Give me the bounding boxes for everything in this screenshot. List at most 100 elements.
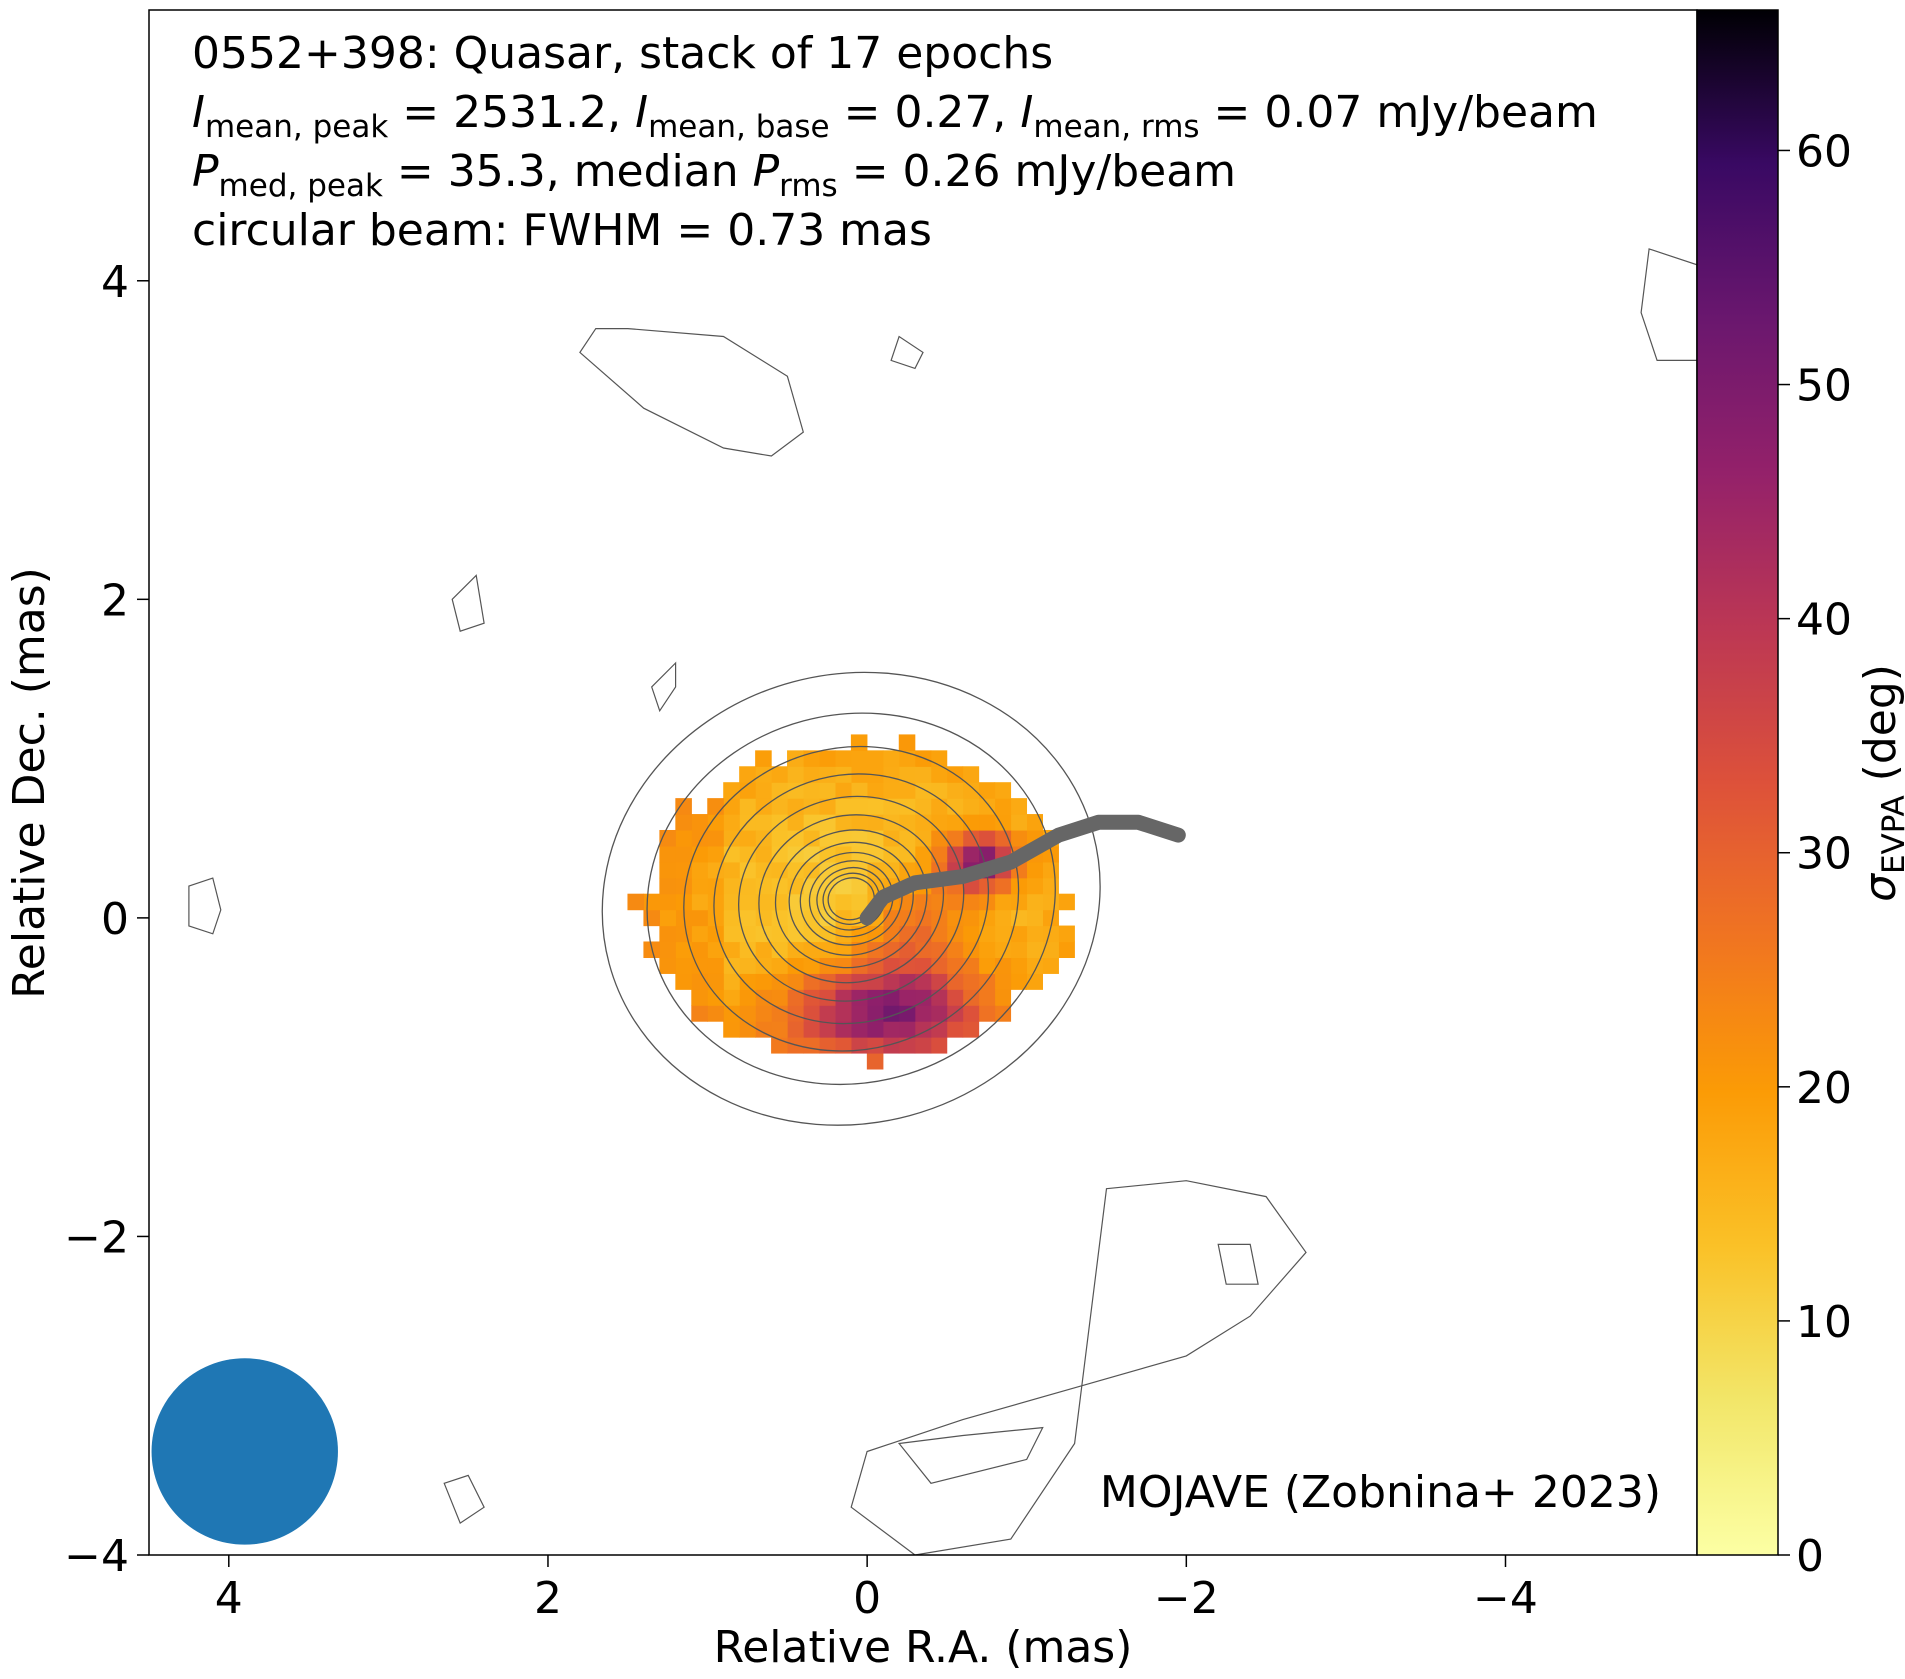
evpa-pixel [914, 973, 932, 990]
evpa-pixel [946, 798, 964, 815]
evpa-pixel [898, 941, 916, 959]
evpa-pixel [850, 893, 868, 911]
evpa-pixel [691, 893, 708, 911]
evpa-pixel [771, 798, 788, 815]
evpa-pixel [707, 1005, 724, 1022]
evpa-pixel [659, 877, 676, 895]
evpa-pixel [1042, 909, 1059, 927]
evpa-pixel [659, 957, 676, 974]
colorbar [1696, 9, 1779, 1556]
evpa-pixel [914, 1037, 932, 1054]
evpa-pixel [1010, 941, 1028, 959]
evpa-pixel [723, 893, 740, 911]
evpa-pixel [1010, 925, 1028, 943]
evpa-pixel [882, 782, 900, 799]
evpa-pixel [739, 766, 756, 783]
evpa-pixel [707, 814, 724, 831]
evpa-pixel [723, 941, 740, 959]
evpa-pixel [914, 766, 932, 783]
evpa-pixel [1042, 893, 1059, 911]
evpa-pixel [691, 941, 708, 959]
evpa-pixel [834, 1005, 852, 1022]
evpa-pixel [771, 925, 788, 943]
evpa-pixel [946, 989, 964, 1006]
evpa-pixel [898, 814, 916, 831]
evpa-pixel [850, 989, 868, 1006]
evpa-pixel [818, 909, 836, 927]
evpa-pixel [866, 861, 884, 879]
evpa-pixel [803, 814, 820, 831]
evpa-pixel [882, 1037, 900, 1054]
evpa-pixel [882, 909, 900, 927]
evpa-pixel [803, 829, 820, 847]
evpa-pixel [946, 893, 964, 911]
evpa-pixel [914, 989, 932, 1006]
evpa-pixel [866, 814, 884, 831]
evpa-pixel [771, 1021, 788, 1038]
evpa-pixel [755, 861, 772, 879]
evpa-pixel [962, 989, 980, 1006]
evpa-pixel [946, 829, 964, 847]
evpa-pixel [882, 750, 900, 767]
y-tick-label: 4 [101, 257, 129, 308]
noise-contour [1217, 1243, 1259, 1285]
evpa-pixel [691, 1005, 708, 1022]
evpa-pixel [834, 845, 852, 863]
noise-contour [897, 1426, 1044, 1484]
evpa-pixel [898, 766, 916, 783]
evpa-pixel [755, 893, 772, 911]
evpa-pixel [1026, 909, 1043, 927]
evpa-pixel [739, 957, 756, 974]
evpa-pixel [691, 861, 708, 879]
evpa-pixel [818, 1021, 836, 1038]
evpa-pixel [930, 893, 948, 911]
evpa-pixel [866, 957, 884, 974]
noise-contour [651, 661, 677, 713]
evpa-pixel [1026, 861, 1043, 879]
noise-contour [1640, 248, 1697, 361]
evpa-pixel [994, 814, 1012, 831]
evpa-pixel [850, 782, 868, 799]
evpa-pixel [755, 766, 772, 783]
evpa-pixel [803, 782, 820, 799]
evpa-pixel [1058, 925, 1075, 943]
stokes-i-contour [601, 671, 1101, 1126]
evpa-pixel [771, 893, 788, 911]
evpa-pixel [834, 989, 852, 1006]
y-tick-label: −4 [64, 1531, 129, 1582]
info-line: circular beam: FWHM = 0.73 mas [192, 205, 932, 256]
colorbar-label: σEVPA (deg) [1855, 664, 1905, 902]
evpa-pixel [691, 909, 708, 927]
evpa-pixel [755, 1021, 772, 1038]
evpa-pixel [1042, 957, 1059, 974]
evpa-pixel [994, 782, 1012, 799]
evpa-pixel [707, 909, 724, 927]
evpa-pixel [787, 1021, 804, 1038]
evpa-pixel [930, 989, 948, 1006]
evpa-pixel [659, 893, 676, 911]
evpa-pixel [930, 845, 948, 863]
evpa-pixel [1010, 798, 1028, 815]
evpa-pixel [994, 909, 1012, 927]
colorbar-tick-label: 10 [1796, 1297, 1852, 1348]
evpa-pixel [914, 957, 932, 974]
evpa-pixel [898, 734, 916, 751]
evpa-pixel [898, 1005, 916, 1022]
evpa-pixel [930, 941, 948, 959]
evpa-pixel [882, 766, 900, 783]
evpa-pixel [707, 941, 724, 959]
evpa-pixel [882, 1021, 900, 1038]
evpa-pixel [866, 1052, 884, 1070]
evpa-pixel [930, 782, 948, 799]
evpa-pixel [803, 1021, 820, 1038]
noise-contour [850, 1180, 1307, 1555]
evpa-pixel [850, 734, 868, 751]
evpa-pixel [946, 782, 964, 799]
evpa-pixel [659, 909, 676, 927]
evpa-pixel [978, 1005, 996, 1022]
evpa-pixel [946, 957, 964, 974]
evpa-pixel [723, 925, 740, 943]
x-tick-label: 0 [853, 1573, 881, 1624]
evpa-pixel [707, 861, 724, 879]
evpa-pixel [930, 766, 948, 783]
